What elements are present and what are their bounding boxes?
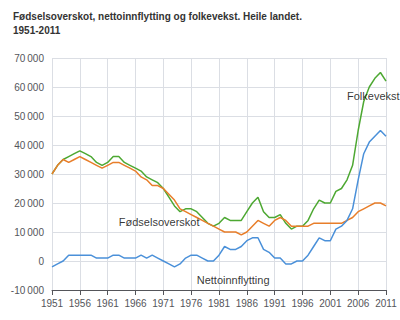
svg-text:1996: 1996 [291, 298, 314, 309]
svg-text:70 000: 70 000 [14, 53, 44, 64]
svg-text:1986: 1986 [236, 298, 259, 309]
svg-text:Fødselsoverskot: Fødselsoverskot [119, 216, 200, 228]
svg-text:-10 000: -10 000 [11, 285, 45, 296]
svg-text:0: 0 [38, 256, 44, 267]
svg-text:1981: 1981 [208, 298, 231, 309]
svg-text:1976: 1976 [180, 298, 203, 309]
svg-text:60 000: 60 000 [14, 82, 44, 93]
svg-text:50 000: 50 000 [14, 111, 44, 122]
svg-text:2001: 2001 [319, 298, 342, 309]
svg-text:1956: 1956 [69, 298, 92, 309]
svg-text:Fødselsoverskot, nettoinnflytt: Fødselsoverskot, nettoinnflytting og fol… [13, 11, 302, 22]
svg-text:40 000: 40 000 [14, 140, 44, 151]
svg-text:1966: 1966 [124, 298, 147, 309]
svg-text:Folkevekst: Folkevekst [347, 90, 400, 102]
svg-text:1961: 1961 [97, 298, 120, 309]
svg-text:1951-2011: 1951-2011 [13, 25, 61, 36]
svg-text:30 000: 30 000 [14, 169, 44, 180]
svg-text:1971: 1971 [152, 298, 175, 309]
svg-text:2011: 2011 [375, 298, 397, 309]
svg-text:1951: 1951 [41, 298, 64, 309]
svg-text:Nettoinnflytting: Nettoinnflytting [197, 274, 270, 286]
svg-text:2006: 2006 [347, 298, 370, 309]
svg-text:1991: 1991 [264, 298, 287, 309]
svg-text:10 000: 10 000 [14, 227, 44, 238]
svg-text:20 000: 20 000 [14, 198, 44, 209]
